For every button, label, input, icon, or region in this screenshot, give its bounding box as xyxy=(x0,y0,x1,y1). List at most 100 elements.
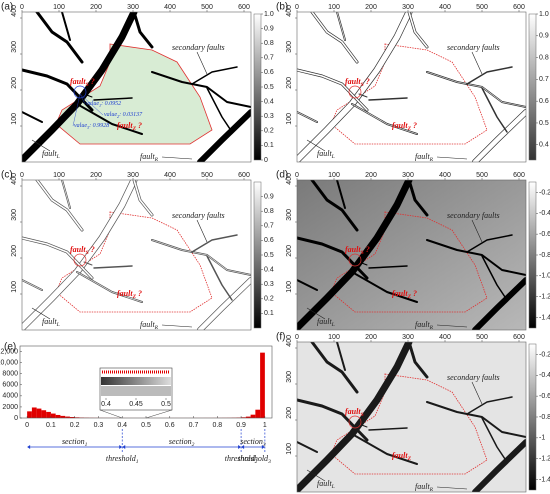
y-tick-label: 300 xyxy=(11,209,18,221)
annotation: faultR xyxy=(140,152,159,163)
annotation-text: fault xyxy=(415,320,430,329)
value-note-sub: 2 xyxy=(117,114,119,119)
colorbar-tick-label: -0.2 xyxy=(539,351,550,358)
x-tick-label: 300 xyxy=(402,4,414,11)
fault-line xyxy=(197,109,251,162)
annotation: faultS ? xyxy=(70,245,95,256)
threshold-label-text: threshold xyxy=(106,454,137,463)
value-note-text: value xyxy=(74,123,87,129)
y-tick-label: 300 xyxy=(286,209,293,221)
fault-line-inner xyxy=(133,180,153,216)
fault-line xyxy=(297,342,413,492)
colorbar-tick-label: -1 xyxy=(539,435,545,442)
fault-line xyxy=(407,342,429,379)
threshold-label: threshold3 xyxy=(238,454,271,465)
x-tick-label: 0.5 xyxy=(141,422,151,429)
annotation-sub: L xyxy=(56,154,60,160)
panel: (d) 0 100 200 300 400 500 600 100 200 300 400 -0.2 -0… xyxy=(276,170,550,332)
colorbar-tick-label: 0.6 xyxy=(264,69,274,76)
annotation-text: fault xyxy=(42,317,57,326)
y-tick-label: 6000 xyxy=(2,382,18,389)
x-tick-label: 300 xyxy=(127,172,139,179)
image-frame xyxy=(296,179,527,331)
fault-image xyxy=(297,180,526,330)
y-tick-label: 100 xyxy=(286,443,293,455)
colorbar-tick-label: 0.9 xyxy=(264,25,274,32)
colorbar-tick-label: 1.0 xyxy=(264,11,274,18)
x-tick-label: 200 xyxy=(365,172,377,179)
value-note-text: value xyxy=(86,101,99,107)
annotation: faultL xyxy=(317,317,335,328)
fault-line-inner xyxy=(151,239,251,276)
annotation: faultS ? xyxy=(70,77,95,88)
fault-line xyxy=(481,417,508,463)
x-tick-label: 0.1 xyxy=(46,422,56,429)
y-tick-label: 200 xyxy=(11,245,18,257)
fault-line xyxy=(472,439,526,492)
fault-line xyxy=(368,265,408,269)
arrow xyxy=(436,156,468,160)
fault-line-inner xyxy=(297,111,318,123)
colorbar-tick-label: 0 xyxy=(264,157,268,164)
colorbar-tick-label: -0.6 xyxy=(539,393,550,400)
arrow xyxy=(161,156,193,160)
inset-band xyxy=(101,386,171,396)
annotation: faultZ xyxy=(392,451,412,462)
bar xyxy=(241,417,246,418)
panel: (f) 0 100 200 300 400 500 600 100 200 300 400 -0.2 -0… xyxy=(276,332,550,494)
section-label-text: section xyxy=(240,437,263,446)
fault-line xyxy=(336,342,346,371)
annotation-sub: Z xyxy=(407,294,412,300)
inset-tick-label: 0.45 xyxy=(129,401,143,408)
fault-s-circle xyxy=(348,85,362,99)
x-tick-label: 0.6 xyxy=(165,422,175,429)
colorbar-tick-label: 0.7 xyxy=(264,55,274,62)
annotation-sub: Z xyxy=(407,456,412,462)
arrow xyxy=(306,469,326,482)
annotation: faultZ ? xyxy=(392,289,417,300)
annotation-sub: R xyxy=(154,157,159,163)
fault-line xyxy=(61,12,71,41)
annotation-text: fault xyxy=(345,245,361,254)
y-tick-label: 4000 xyxy=(2,393,18,400)
annotation-text: fault xyxy=(317,479,332,488)
annotation-sub: Z xyxy=(132,126,137,132)
y-tick-label: 100 xyxy=(11,281,18,293)
annotation-text: fault xyxy=(70,245,86,254)
bar xyxy=(250,414,256,418)
annotation: faultS xyxy=(345,407,364,418)
colorbar-tick-label: 0.1 xyxy=(264,310,274,317)
bar xyxy=(41,410,47,418)
arrow xyxy=(306,307,326,320)
x-tick-label: 300 xyxy=(402,172,414,179)
fault-line xyxy=(22,111,43,123)
annotation: faultS ? xyxy=(345,77,370,88)
colorbar-tick-label: 0.9 xyxy=(264,193,274,200)
section-label: section3 xyxy=(240,437,266,448)
section-label-text: section xyxy=(169,437,192,446)
annotation-text: fault xyxy=(345,407,361,416)
region-outline xyxy=(330,43,488,145)
bar xyxy=(27,411,32,418)
x-tick-label: 400 xyxy=(164,4,176,11)
bar xyxy=(74,417,80,418)
colorbar xyxy=(528,13,537,161)
annotation-sub: L xyxy=(331,322,335,328)
colorbar-tick-label: 0.8 xyxy=(264,208,274,215)
x-tick-label: 200 xyxy=(365,334,377,341)
fault-line xyxy=(466,396,513,415)
x-tick-label: 0 xyxy=(25,422,29,429)
annotation-text: fault xyxy=(117,121,133,130)
section-label-sub: 1 xyxy=(85,442,88,448)
fault-line xyxy=(76,103,143,135)
annotation: secondary faults xyxy=(447,211,500,220)
annotation-text: fault xyxy=(392,121,408,130)
x-tick-label: 200 xyxy=(365,4,377,11)
panel-label: (a) xyxy=(1,2,13,13)
annotation-after: ? xyxy=(411,121,417,130)
arrow xyxy=(196,51,208,75)
arrow xyxy=(196,219,208,243)
annotation-text: secondary faults xyxy=(172,211,225,220)
x-tick-label: 600 xyxy=(513,4,525,11)
